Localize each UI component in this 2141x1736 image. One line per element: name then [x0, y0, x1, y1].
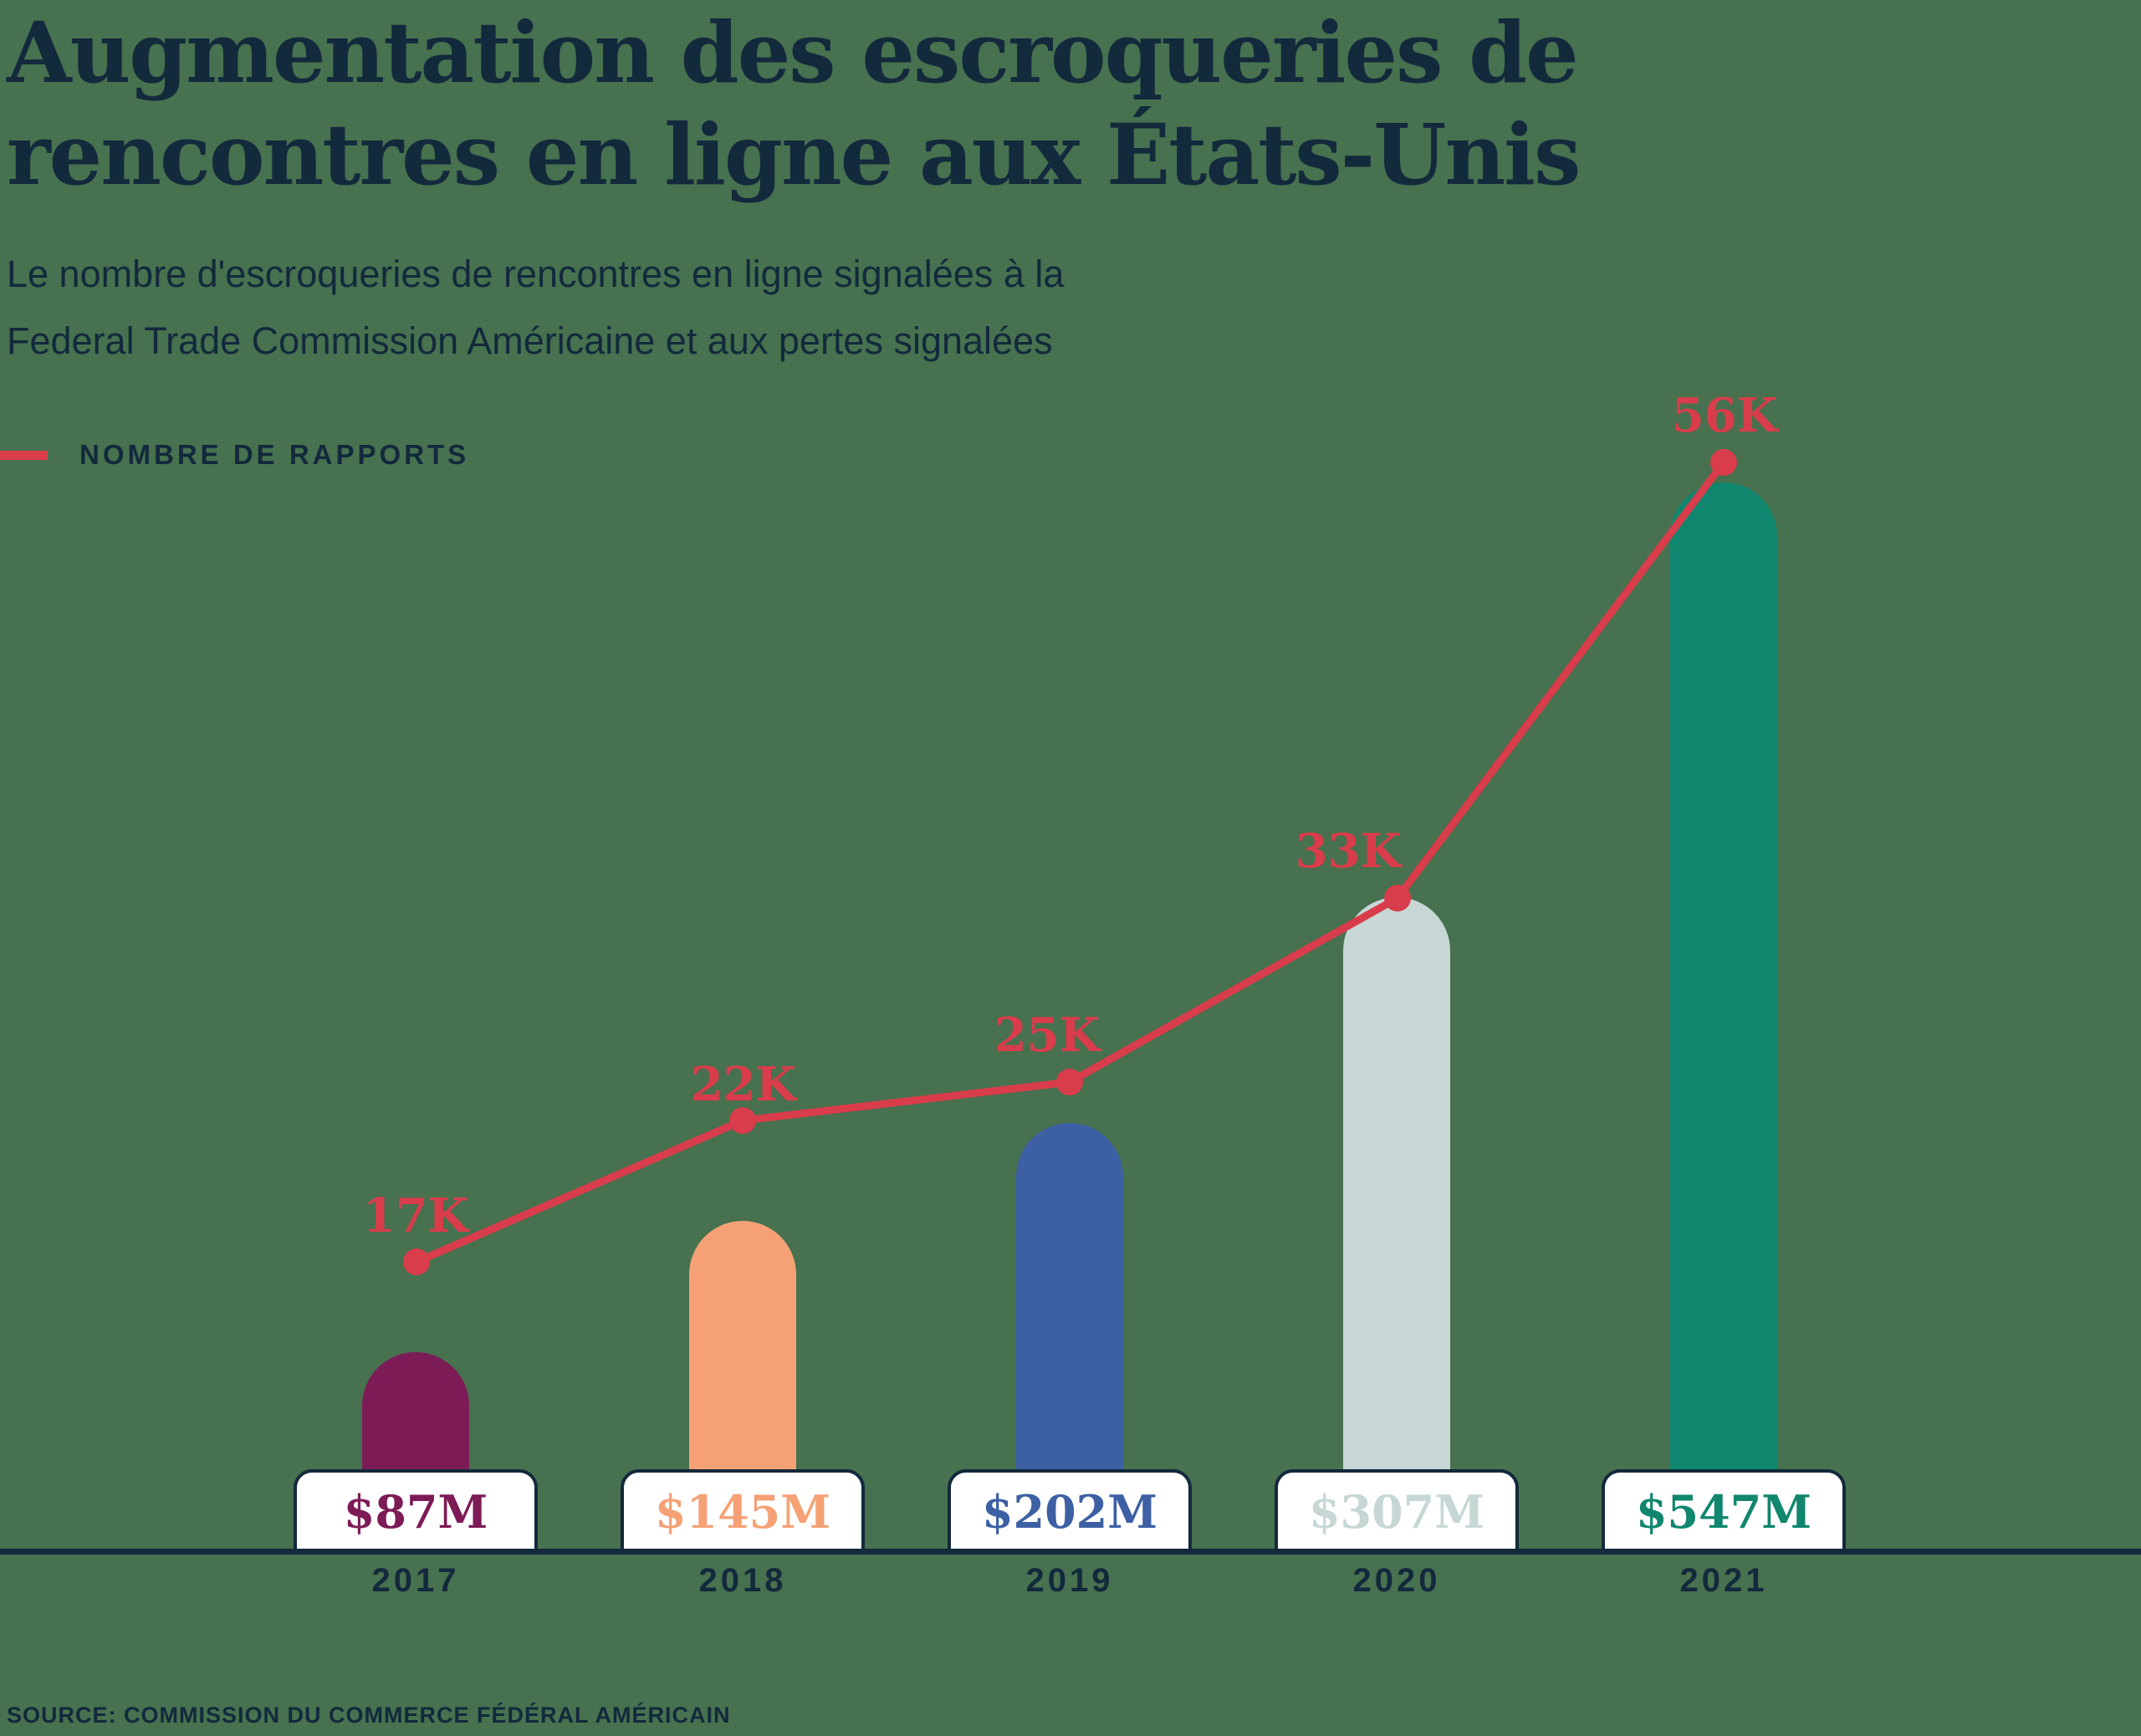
loss-value-2018: $145M [654, 1485, 831, 1539]
loss-value-box-2021: $547M [1602, 1469, 1846, 1555]
x-axis-line [0, 1549, 2141, 1555]
chart-subtitle-line-1: Le nombre d'escroqueries de rencontres e… [7, 253, 1065, 295]
chart-subtitle-line-2: Federal Trade Commission Américaine et a… [7, 319, 1053, 363]
reports-point-2017 [403, 1248, 430, 1275]
loss-value-2017: $87M [343, 1485, 488, 1539]
report-count-label-2021: 56K [1671, 388, 1778, 443]
legend: NOMBRE DE RAPPORTS [0, 437, 469, 473]
report-count-label-2019: 25K [994, 1008, 1101, 1063]
bar-2021 [1670, 483, 1777, 1555]
year-label-2018: 2018 [698, 1562, 787, 1599]
chart-title: Augmentation des escroqueries de rencontr… [7, 2, 1581, 206]
loss-value-box-2020: $307M [1275, 1469, 1519, 1555]
reports-point-2018 [729, 1107, 756, 1134]
legend-label: NOMBRE DE RAPPORTS [79, 439, 470, 470]
chart-title-line-2: rencontres en ligne aux États-Unis [7, 105, 1581, 204]
loss-value-box-2019: $202M [948, 1469, 1192, 1555]
legend-line-swatch [0, 450, 48, 460]
source-note: SOURCE: COMMISSION DU COMMERCE FÉDÉRAL A… [7, 1703, 731, 1728]
loss-value-box-2017: $87M [294, 1469, 538, 1555]
chart-title-line-1: Augmentation des escroqueries de [7, 3, 1579, 102]
loss-value-2019: $202M [981, 1485, 1158, 1539]
year-label-2020: 2020 [1352, 1562, 1441, 1599]
reports-point-2019 [1056, 1069, 1083, 1095]
loss-value-2020: $307M [1308, 1485, 1485, 1539]
report-count-label-2017: 17K [362, 1188, 469, 1243]
reports-point-2021 [1710, 449, 1737, 476]
year-label-2017: 2017 [371, 1562, 460, 1599]
reports-point-2020 [1384, 885, 1411, 911]
reports-line [415, 460, 1727, 1266]
loss-value-box-2018: $145M [621, 1469, 865, 1555]
report-count-label-2018: 22K [690, 1057, 797, 1112]
year-label-2019: 2019 [1025, 1562, 1114, 1599]
loss-value-2021: $547M [1635, 1485, 1812, 1539]
chart-subtitle: Le nombre d'escroqueries de rencontres e… [7, 241, 1064, 375]
bar-2020 [1343, 897, 1450, 1555]
year-label-2021: 2021 [1679, 1562, 1768, 1599]
report-count-label-2020: 33K [1295, 824, 1402, 879]
